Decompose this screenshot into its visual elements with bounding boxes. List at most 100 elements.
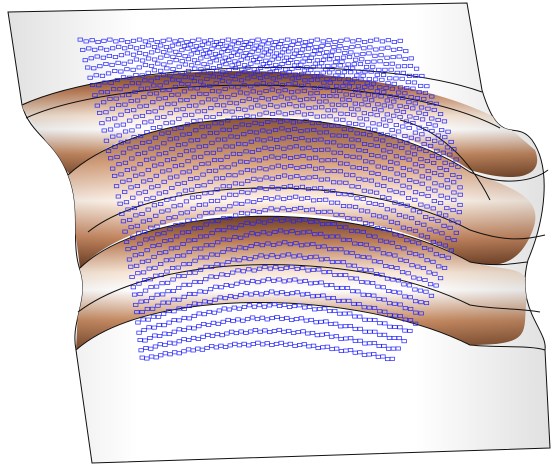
- grid-point-marker: [89, 38, 95, 43]
- grid-point-marker: [167, 137, 173, 142]
- grid-point-marker: [381, 165, 388, 170]
- grid-point-marker: [143, 299, 150, 304]
- grid-point-marker: [331, 158, 337, 163]
- grid-point-marker: [319, 105, 325, 110]
- grid-point-marker: [451, 190, 457, 195]
- grid-point-marker: [269, 316, 275, 321]
- grid-point-marker: [255, 137, 261, 142]
- grid-point-marker: [431, 199, 437, 203]
- grid-point-marker: [320, 293, 326, 298]
- grid-point-marker: [239, 67, 245, 72]
- grid-point-marker: [324, 344, 331, 349]
- grid-point-marker: [222, 55, 228, 60]
- grid-point-marker: [336, 77, 343, 82]
- grid-point-marker: [436, 264, 442, 269]
- grid-point-marker: [262, 145, 268, 150]
- grid-point-marker: [138, 299, 144, 304]
- grid-point-marker: [257, 56, 263, 61]
- grid-point-marker: [435, 117, 441, 122]
- grid-point-marker: [275, 195, 281, 200]
- grid-point-marker: [203, 48, 209, 53]
- grid-point-marker: [212, 97, 218, 102]
- grid-point-marker: [243, 233, 249, 238]
- grid-point-marker: [199, 42, 205, 47]
- grid-point-marker: [387, 149, 393, 154]
- grid-point-marker: [206, 309, 212, 314]
- grid-point-marker: [298, 62, 304, 67]
- grid-point-marker: [139, 113, 146, 118]
- grid-point-marker: [142, 338, 148, 343]
- grid-point-marker: [126, 93, 132, 98]
- grid-point-marker: [368, 112, 374, 117]
- grid-point-marker: [233, 201, 239, 206]
- grid-point-marker: [260, 128, 266, 133]
- grid-point-marker: [311, 127, 317, 132]
- grid-point-marker: [210, 55, 216, 60]
- grid-point-marker: [299, 196, 305, 201]
- grid-point-marker: [276, 304, 283, 308]
- grid-point-marker: [425, 194, 431, 198]
- grid-point-marker: [365, 126, 372, 131]
- grid-point-marker: [423, 127, 429, 132]
- grid-point-marker: [290, 219, 297, 224]
- grid-point-marker: [321, 270, 327, 275]
- grid-point-marker: [139, 212, 145, 216]
- grid-point-marker: [195, 184, 201, 188]
- grid-point-marker: [418, 311, 424, 316]
- grid-point-marker: [167, 60, 173, 65]
- grid-point-marker: [280, 103, 286, 108]
- grid-point-marker: [267, 103, 274, 108]
- grid-point-marker: [275, 45, 282, 50]
- grid-point-marker: [219, 272, 225, 277]
- grid-point-marker: [314, 219, 320, 224]
- grid-point-marker: [371, 107, 378, 112]
- grid-point-marker: [381, 148, 387, 153]
- grid-point-marker: [378, 203, 384, 207]
- grid-point-marker: [151, 45, 158, 49]
- grid-point-marker: [224, 273, 230, 277]
- grid-point-marker: [391, 336, 397, 340]
- grid-point-marker: [449, 218, 455, 223]
- grid-point-marker: [374, 113, 380, 118]
- grid-point-marker: [128, 185, 134, 190]
- grid-point-marker: [339, 212, 345, 217]
- grid-point-marker: [245, 199, 251, 204]
- grid-point-marker: [262, 156, 269, 161]
- grid-point-marker: [266, 303, 273, 308]
- grid-point-marker: [292, 277, 298, 282]
- grid-point-marker: [281, 197, 287, 202]
- grid-point-marker: [409, 216, 415, 221]
- grid-point-marker: [346, 121, 352, 126]
- grid-point-marker: [375, 284, 381, 289]
- grid-point-marker: [436, 155, 442, 160]
- grid-point-marker: [350, 289, 356, 294]
- grid-point-marker: [330, 296, 336, 300]
- grid-point-marker: [164, 53, 170, 58]
- grid-point-marker: [342, 103, 348, 108]
- grid-point-marker: [151, 68, 158, 73]
- grid-point-marker: [134, 223, 140, 228]
- grid-point-marker: [164, 197, 170, 202]
- grid-point-marker: [189, 63, 195, 68]
- grid-point-marker: [161, 50, 167, 55]
- grid-point-marker: [261, 104, 267, 109]
- grid-point-marker: [409, 263, 415, 268]
- grid-point-marker: [231, 305, 237, 310]
- grid-point-marker: [422, 90, 429, 95]
- grid-point-marker: [380, 251, 387, 256]
- grid-point-marker: [223, 144, 229, 149]
- grid-point-marker: [322, 123, 328, 128]
- grid-point-marker: [186, 169, 192, 174]
- grid-point-marker: [267, 218, 273, 223]
- grid-point-marker: [436, 211, 443, 216]
- grid-point-marker: [133, 114, 139, 119]
- grid-point-marker: [318, 85, 324, 90]
- grid-point-marker: [415, 220, 421, 225]
- grid-point-marker: [315, 210, 321, 215]
- grid-point-marker: [392, 301, 398, 306]
- grid-point-marker: [168, 238, 174, 243]
- grid-point-marker: [445, 236, 451, 241]
- grid-point-marker: [262, 208, 268, 213]
- grid-point-marker: [361, 142, 368, 146]
